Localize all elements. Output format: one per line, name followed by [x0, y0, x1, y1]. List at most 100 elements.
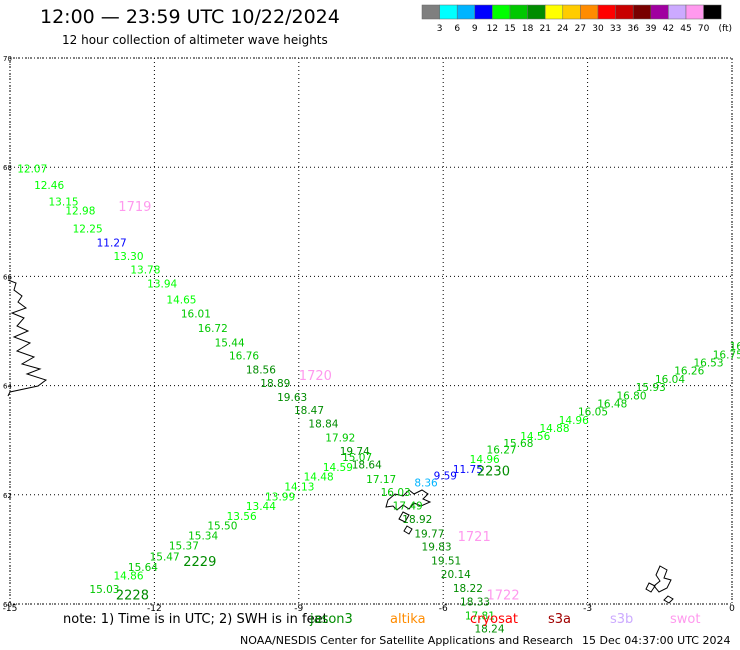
wave-height-value: 16.03 — [381, 487, 411, 499]
wave-height-value: 14.56 — [520, 431, 550, 443]
wave-height-value: 11.27 — [97, 237, 127, 249]
legend-label: 15 — [504, 24, 515, 34]
wave-height-value: 16.27 — [487, 444, 517, 456]
wave-height-value: 16.76 — [229, 350, 259, 362]
wave-height-value: 18.89 — [260, 378, 290, 390]
x-tick-label: -6 — [439, 604, 448, 614]
pass-time-label: 1722 — [487, 589, 520, 604]
wave-height-value: 12.25 — [73, 224, 103, 236]
y-tick-label: 70 — [3, 55, 12, 63]
wave-height-value: 17.92 — [325, 432, 355, 444]
wave-height-value: 16.87 — [730, 341, 740, 353]
land-outlines — [7, 279, 674, 604]
pass-time-label: 2228 — [116, 589, 149, 604]
wave-height-value: 16.48 — [597, 398, 627, 410]
wave-height-value: 14.48 — [304, 472, 334, 484]
x-tick-label: -15 — [3, 604, 18, 614]
wave-height-value: 14.86 — [113, 570, 143, 582]
mission-altika: altika — [390, 612, 426, 627]
x-tick-label: -12 — [147, 604, 162, 614]
wave-height-value: 13.94 — [147, 278, 177, 290]
wave-height-value: 19.63 — [277, 392, 307, 404]
legend-label: 39 — [645, 24, 657, 34]
wave-height-value: 16.26 — [674, 366, 704, 378]
wave-height-value: 11.75 — [453, 464, 483, 476]
wave-height-value: 16.04 — [655, 374, 685, 386]
wave-height-value: 13.56 — [227, 511, 257, 523]
wave-height-value: 18.64 — [352, 460, 382, 472]
pass-time-label: 2230 — [477, 465, 510, 480]
wave-height-value: 9.59 — [434, 471, 457, 483]
color-legend: 3 6 9 12 15 18 21 24 27 30 33 36 39 42 45 70 (ft) — [421, 4, 732, 34]
wave-height-value: 14.13 — [284, 481, 314, 493]
wave-height-value: 17.49 — [393, 501, 423, 513]
y-tick-label: 64 — [3, 383, 12, 391]
y-tick-label: 68 — [3, 164, 12, 172]
wave-height-value: 15.07 — [342, 452, 372, 464]
wave-height-value: 16.05 — [578, 407, 608, 419]
wave-height-value: 15.37 — [169, 540, 199, 552]
wave-height-value: 15.44 — [215, 337, 245, 349]
shetland-islands — [645, 565, 674, 604]
wave-height-value: 14.88 — [539, 423, 569, 435]
wave-height-value: 14.96 — [470, 454, 500, 466]
units-note: note: 1) Time is in UTC; 2) SWH is in fe… — [63, 612, 328, 627]
wave-height-value: 16.75 — [713, 349, 740, 361]
wave-height-value: 12.98 — [65, 206, 95, 218]
legend-label: 12 — [487, 24, 498, 34]
x-tick-label: -9 — [294, 604, 303, 614]
mission-cryosat: cryosat — [470, 612, 518, 627]
y-tick-label: 62 — [3, 492, 12, 500]
wave-height-value: 18.92 — [402, 514, 432, 526]
legend-label: 9 — [472, 24, 478, 34]
wave-height-value: 18.84 — [308, 419, 338, 431]
legend-label: 3 — [437, 24, 443, 34]
wave-height-value: 14.59 — [323, 462, 353, 474]
wave-height-value: 18.24 — [474, 623, 504, 635]
page-title: 12:00 — 23:59 UTC 10/22/2024 — [40, 6, 340, 28]
x-tick-label: -3 — [583, 604, 592, 614]
wave-height-value: 8.36 — [414, 478, 438, 490]
pass-time-label: 2229 — [183, 555, 216, 570]
wave-height-value: 14.96 — [559, 415, 589, 427]
legend-label: 33 — [610, 24, 621, 34]
mission-jason3: jason3 — [310, 612, 353, 627]
page-subtitle: 12 hour collection of altimeter wave hei… — [62, 33, 328, 47]
wave-height-value: 17.81 — [465, 610, 495, 622]
legend-label: 36 — [627, 24, 639, 34]
wave-height-value: 14.65 — [166, 295, 196, 307]
wave-height-value: 13.44 — [246, 501, 276, 513]
legend-label: 24 — [557, 24, 569, 34]
generated-timestamp: 15 Dec 04:37:00 UTC 2024 — [582, 634, 731, 647]
wave-height-value: 15.64 — [128, 562, 158, 574]
wave-height-value: 18.56 — [246, 365, 276, 377]
legend-label: 6 — [454, 24, 460, 34]
wave-height-value: 15.50 — [207, 521, 237, 533]
wave-height-value: 18.47 — [294, 405, 324, 417]
wave-height-value: 19.51 — [431, 556, 461, 568]
wave-height-value: 12.46 — [34, 180, 64, 192]
legend-unit: (ft) — [718, 24, 732, 34]
wave-height-value: 13.30 — [113, 251, 143, 263]
wave-height-value: 12.07 — [17, 164, 47, 176]
y-tick-label: 66 — [3, 273, 12, 281]
pass-time-label: 1719 — [118, 200, 151, 215]
legend-label: 30 — [592, 24, 604, 34]
wave-height-value: 17.17 — [366, 474, 396, 486]
wave-height-value: 20.14 — [441, 569, 471, 581]
mission-s3b: s3b — [610, 612, 634, 627]
y-tick-label: 60 — [3, 601, 12, 609]
wave-height-value: 19.77 — [414, 528, 444, 540]
wave-height-value: 19.74 — [340, 446, 370, 458]
wave-height-value: 13.78 — [130, 265, 160, 277]
pass-time-label: 1721 — [458, 530, 491, 545]
faroe-islands — [385, 489, 432, 535]
legend-label: 21 — [539, 24, 550, 34]
credit-text: NOAA/NESDIS Center for Satellite Applica… — [240, 634, 574, 647]
wave-height-value: 13.99 — [265, 491, 295, 503]
wave-height-value: 18.33 — [460, 597, 490, 609]
wave-height-value: 15.93 — [636, 382, 666, 394]
iceland-coast — [7, 279, 48, 397]
legend-label: 18 — [522, 24, 534, 34]
